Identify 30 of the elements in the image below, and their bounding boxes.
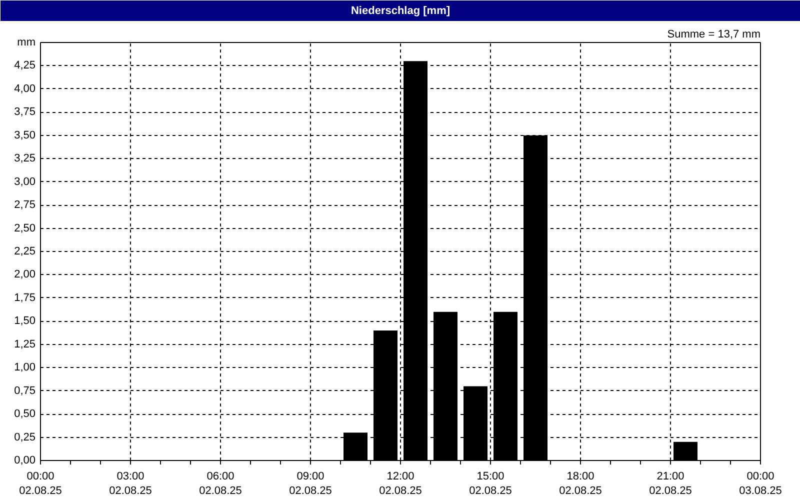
y-tick-label: 0,75: [14, 384, 36, 397]
x-tick-label: 09:00 02.08.25: [289, 470, 332, 497]
x-tick-label: 15:00 02.08.25: [469, 470, 512, 497]
y-tick-label: 2,75: [14, 199, 36, 212]
y-tick-label: 0,50: [14, 408, 36, 420]
y-tick-label: 1,00: [14, 362, 36, 374]
y-tick-label: 0,25: [14, 431, 36, 444]
x-tick-label: 18:00 02.08.25: [559, 470, 602, 497]
y-tick-label: 4,00: [14, 82, 36, 95]
y-tick-label: 1,25: [14, 338, 36, 350]
y-tick-label: 2,50: [14, 222, 36, 234]
x-tick-label: 00:00 02.08.25: [19, 470, 62, 497]
y-tick-label: 3,50: [14, 129, 36, 142]
x-tick-label: 03:00 02.08.25: [109, 470, 152, 497]
y-tick-label: 2,25: [14, 246, 36, 258]
x-tick-label: 00:00 03.08.25: [739, 470, 782, 497]
y-tick-label: 3,75: [14, 106, 36, 118]
y-tick-label: 2,00: [14, 268, 36, 281]
x-tick-label: 21:00 02.08.25: [649, 470, 692, 497]
x-tick-label: 06:00 02.08.25: [199, 470, 242, 497]
text: Summe = 13,7 mm: [667, 28, 761, 40]
chart-title: Niederschlag [mm]: [350, 5, 450, 17]
y-tick-label: 4,25: [14, 60, 36, 72]
x-tick-label: 12:00 02.08.25: [379, 470, 422, 497]
y-tick-label: 1,50: [14, 315, 36, 328]
y-axis-title: mm: [17, 36, 36, 48]
y-tick-label: 1,75: [14, 292, 36, 304]
y-tick-label: 3,00: [14, 176, 36, 188]
y-tick-label: 3,25: [14, 152, 36, 165]
y-tick-label: 0,00: [14, 454, 36, 466]
